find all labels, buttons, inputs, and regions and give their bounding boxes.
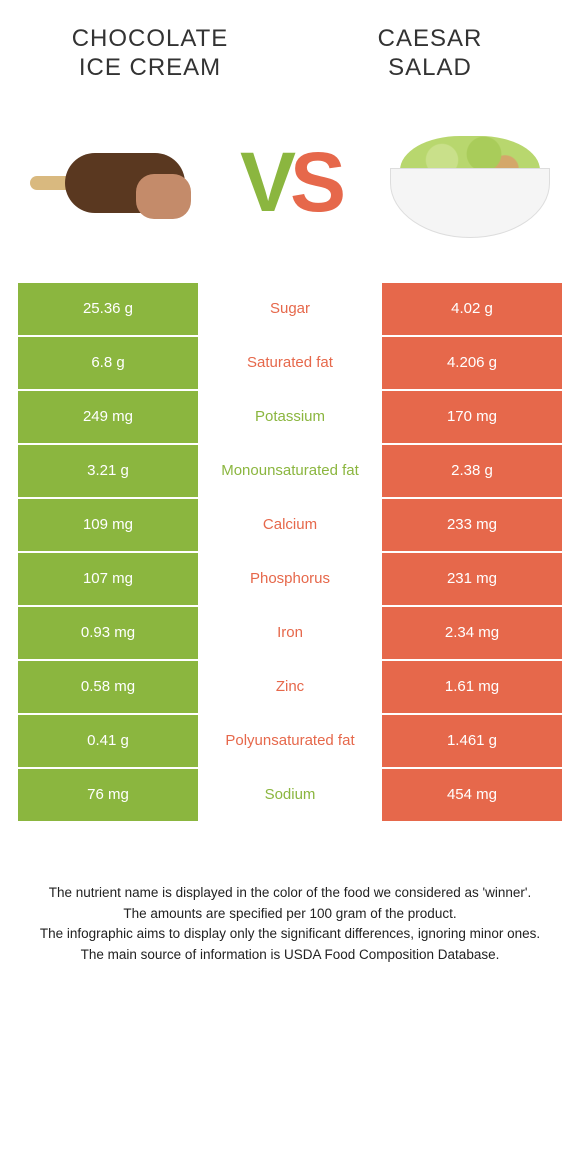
table-row: 249 mgPotassium170 mg <box>18 391 562 445</box>
left-title-line1: Chocolate <box>72 25 229 52</box>
titles-row: Chocolate ice cream Caesar salad <box>0 0 580 93</box>
nutrient-label: Potassium <box>198 391 382 443</box>
table-row: 0.93 mgIron2.34 mg <box>18 607 562 661</box>
right-value: 1.461 g <box>382 715 562 767</box>
left-value: 25.36 g <box>18 283 198 335</box>
nutrient-label: Monounsaturated fat <box>198 445 382 497</box>
left-value: 249 mg <box>18 391 198 443</box>
footer-line3: The infographic aims to display only the… <box>20 924 560 945</box>
table-row: 3.21 gMonounsaturated fat2.38 g <box>18 445 562 499</box>
right-value: 233 mg <box>382 499 562 551</box>
nutrient-label: Iron <box>198 607 382 659</box>
table-row: 109 mgCalcium233 mg <box>18 499 562 553</box>
nutrient-label: Phosphorus <box>198 553 382 605</box>
right-value: 2.34 mg <box>382 607 562 659</box>
left-value: 6.8 g <box>18 337 198 389</box>
right-title-line1: Caesar <box>378 25 483 52</box>
left-title: Chocolate ice cream <box>50 25 250 83</box>
table-row: 76 mgSodium454 mg <box>18 769 562 823</box>
nutrient-table: 25.36 gSugar4.02 g6.8 gSaturated fat4.20… <box>0 283 580 823</box>
right-value: 4.02 g <box>382 283 562 335</box>
left-title-line2: ice cream <box>79 54 221 81</box>
left-value: 3.21 g <box>18 445 198 497</box>
footer-line1: The nutrient name is displayed in the co… <box>20 883 560 904</box>
right-value: 170 mg <box>382 391 562 443</box>
left-food-image <box>20 113 200 253</box>
footer-line2: The amounts are specified per 100 gram o… <box>20 904 560 925</box>
icecream-icon <box>30 138 190 228</box>
right-value: 2.38 g <box>382 445 562 497</box>
right-value: 1.61 mg <box>382 661 562 713</box>
footer-line4: The main source of information is USDA F… <box>20 945 560 966</box>
vs-v: V <box>240 134 290 231</box>
salad-icon <box>385 128 555 238</box>
vs-s: S <box>290 134 340 231</box>
nutrient-label: Saturated fat <box>198 337 382 389</box>
table-row: 25.36 gSugar4.02 g <box>18 283 562 337</box>
left-value: 0.41 g <box>18 715 198 767</box>
hero-row: VS <box>0 93 580 283</box>
nutrient-label: Calcium <box>198 499 382 551</box>
right-food-image <box>380 113 560 253</box>
nutrient-label: Zinc <box>198 661 382 713</box>
left-value: 107 mg <box>18 553 198 605</box>
left-value: 0.93 mg <box>18 607 198 659</box>
vs-label: VS <box>240 134 340 231</box>
left-value: 0.58 mg <box>18 661 198 713</box>
table-row: 0.41 gPolyunsaturated fat1.461 g <box>18 715 562 769</box>
right-value: 454 mg <box>382 769 562 821</box>
right-value: 4.206 g <box>382 337 562 389</box>
table-row: 6.8 gSaturated fat4.206 g <box>18 337 562 391</box>
nutrient-label: Sodium <box>198 769 382 821</box>
footer-notes: The nutrient name is displayed in the co… <box>0 823 580 987</box>
table-row: 0.58 mgZinc1.61 mg <box>18 661 562 715</box>
right-title-line2: salad <box>388 54 472 81</box>
table-row: 107 mgPhosphorus231 mg <box>18 553 562 607</box>
right-title: Caesar salad <box>330 25 530 83</box>
left-value: 76 mg <box>18 769 198 821</box>
nutrient-label: Sugar <box>198 283 382 335</box>
nutrient-label: Polyunsaturated fat <box>198 715 382 767</box>
left-value: 109 mg <box>18 499 198 551</box>
right-value: 231 mg <box>382 553 562 605</box>
